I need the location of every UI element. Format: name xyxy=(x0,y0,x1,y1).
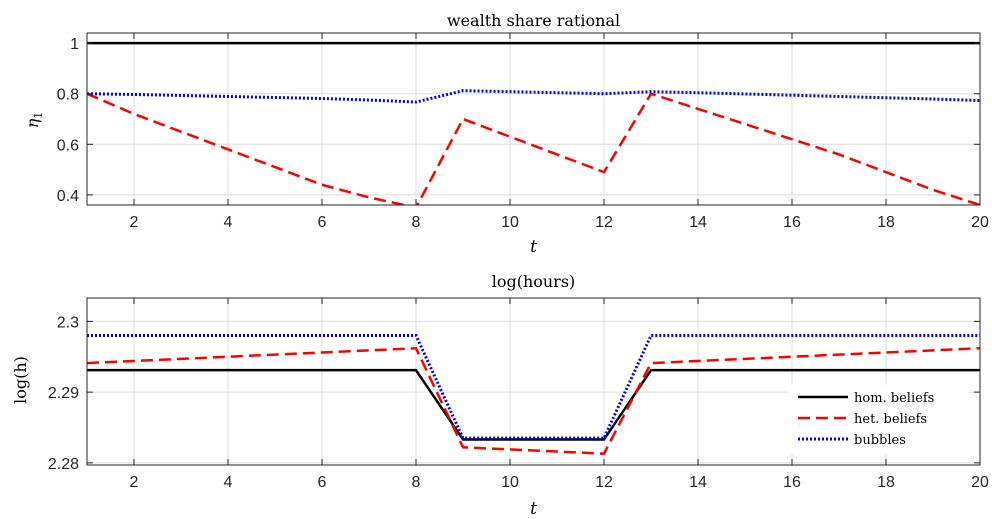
x-tick-label: 16 xyxy=(783,214,801,231)
y-tick-label: 0.4 xyxy=(57,188,79,205)
series-line-het-beliefs xyxy=(87,346,980,455)
legend-label: het. beliefs xyxy=(854,412,927,427)
x-tick-label: 20 xyxy=(971,214,989,231)
x-tick-label: 14 xyxy=(689,474,707,491)
x-tick-label: 10 xyxy=(501,214,519,231)
x-tick-label: 2 xyxy=(130,474,139,491)
y-axis-label: log(h) xyxy=(11,356,30,404)
x-tick-label: 12 xyxy=(595,474,613,491)
axes-box xyxy=(86,32,981,206)
x-axis-label: t xyxy=(530,499,537,519)
chart-title: log(hours) xyxy=(492,272,576,291)
x-tick-label: 4 xyxy=(224,474,233,491)
wealth-share-panel: wealth share rational η1 t 2 4 6 8 10 12 14 16 1… xyxy=(23,11,989,257)
legend-label: hom. beliefs xyxy=(854,391,934,406)
x-tick-label: 18 xyxy=(877,474,895,491)
y-tick-label: 2.3 xyxy=(57,314,79,331)
x-tick-label: 12 xyxy=(595,214,613,231)
series-line-bub xyxy=(87,89,980,104)
y-axis-label: η1 xyxy=(23,112,45,129)
series-line-bubbles xyxy=(87,334,980,440)
x-axis-label: t xyxy=(530,237,537,257)
x-tick-label: 20 xyxy=(971,474,989,491)
x-tick-label: 6 xyxy=(318,214,327,231)
chart-title: wealth share rational xyxy=(447,11,620,30)
x-tick-label: 8 xyxy=(412,214,421,231)
y-tick-label: 0.8 xyxy=(57,87,79,104)
x-tick-label: 6 xyxy=(318,474,327,491)
x-tick-label: 2 xyxy=(130,214,139,231)
y-tick-label: 1 xyxy=(70,36,79,53)
axes-box xyxy=(86,297,981,466)
y-tick-label: 0.6 xyxy=(57,137,79,154)
x-tick-label: 18 xyxy=(877,214,895,231)
y-tick-label: 2.29 xyxy=(48,385,79,402)
series-line-het xyxy=(87,92,980,205)
x-tick-label: 8 xyxy=(412,474,421,491)
x-tick-label: 10 xyxy=(501,474,519,491)
log-hours-panel: log(hours) log(h) t 2 4 6 8 10 12 14 16 18 20 2.28… xyxy=(11,272,989,519)
x-tick-label: 14 xyxy=(689,214,707,231)
x-tick-label: 16 xyxy=(783,474,801,491)
y-tick-label: 2.28 xyxy=(48,456,79,473)
x-tick-label: 4 xyxy=(224,214,233,231)
legend-label: bubbles xyxy=(854,433,906,448)
